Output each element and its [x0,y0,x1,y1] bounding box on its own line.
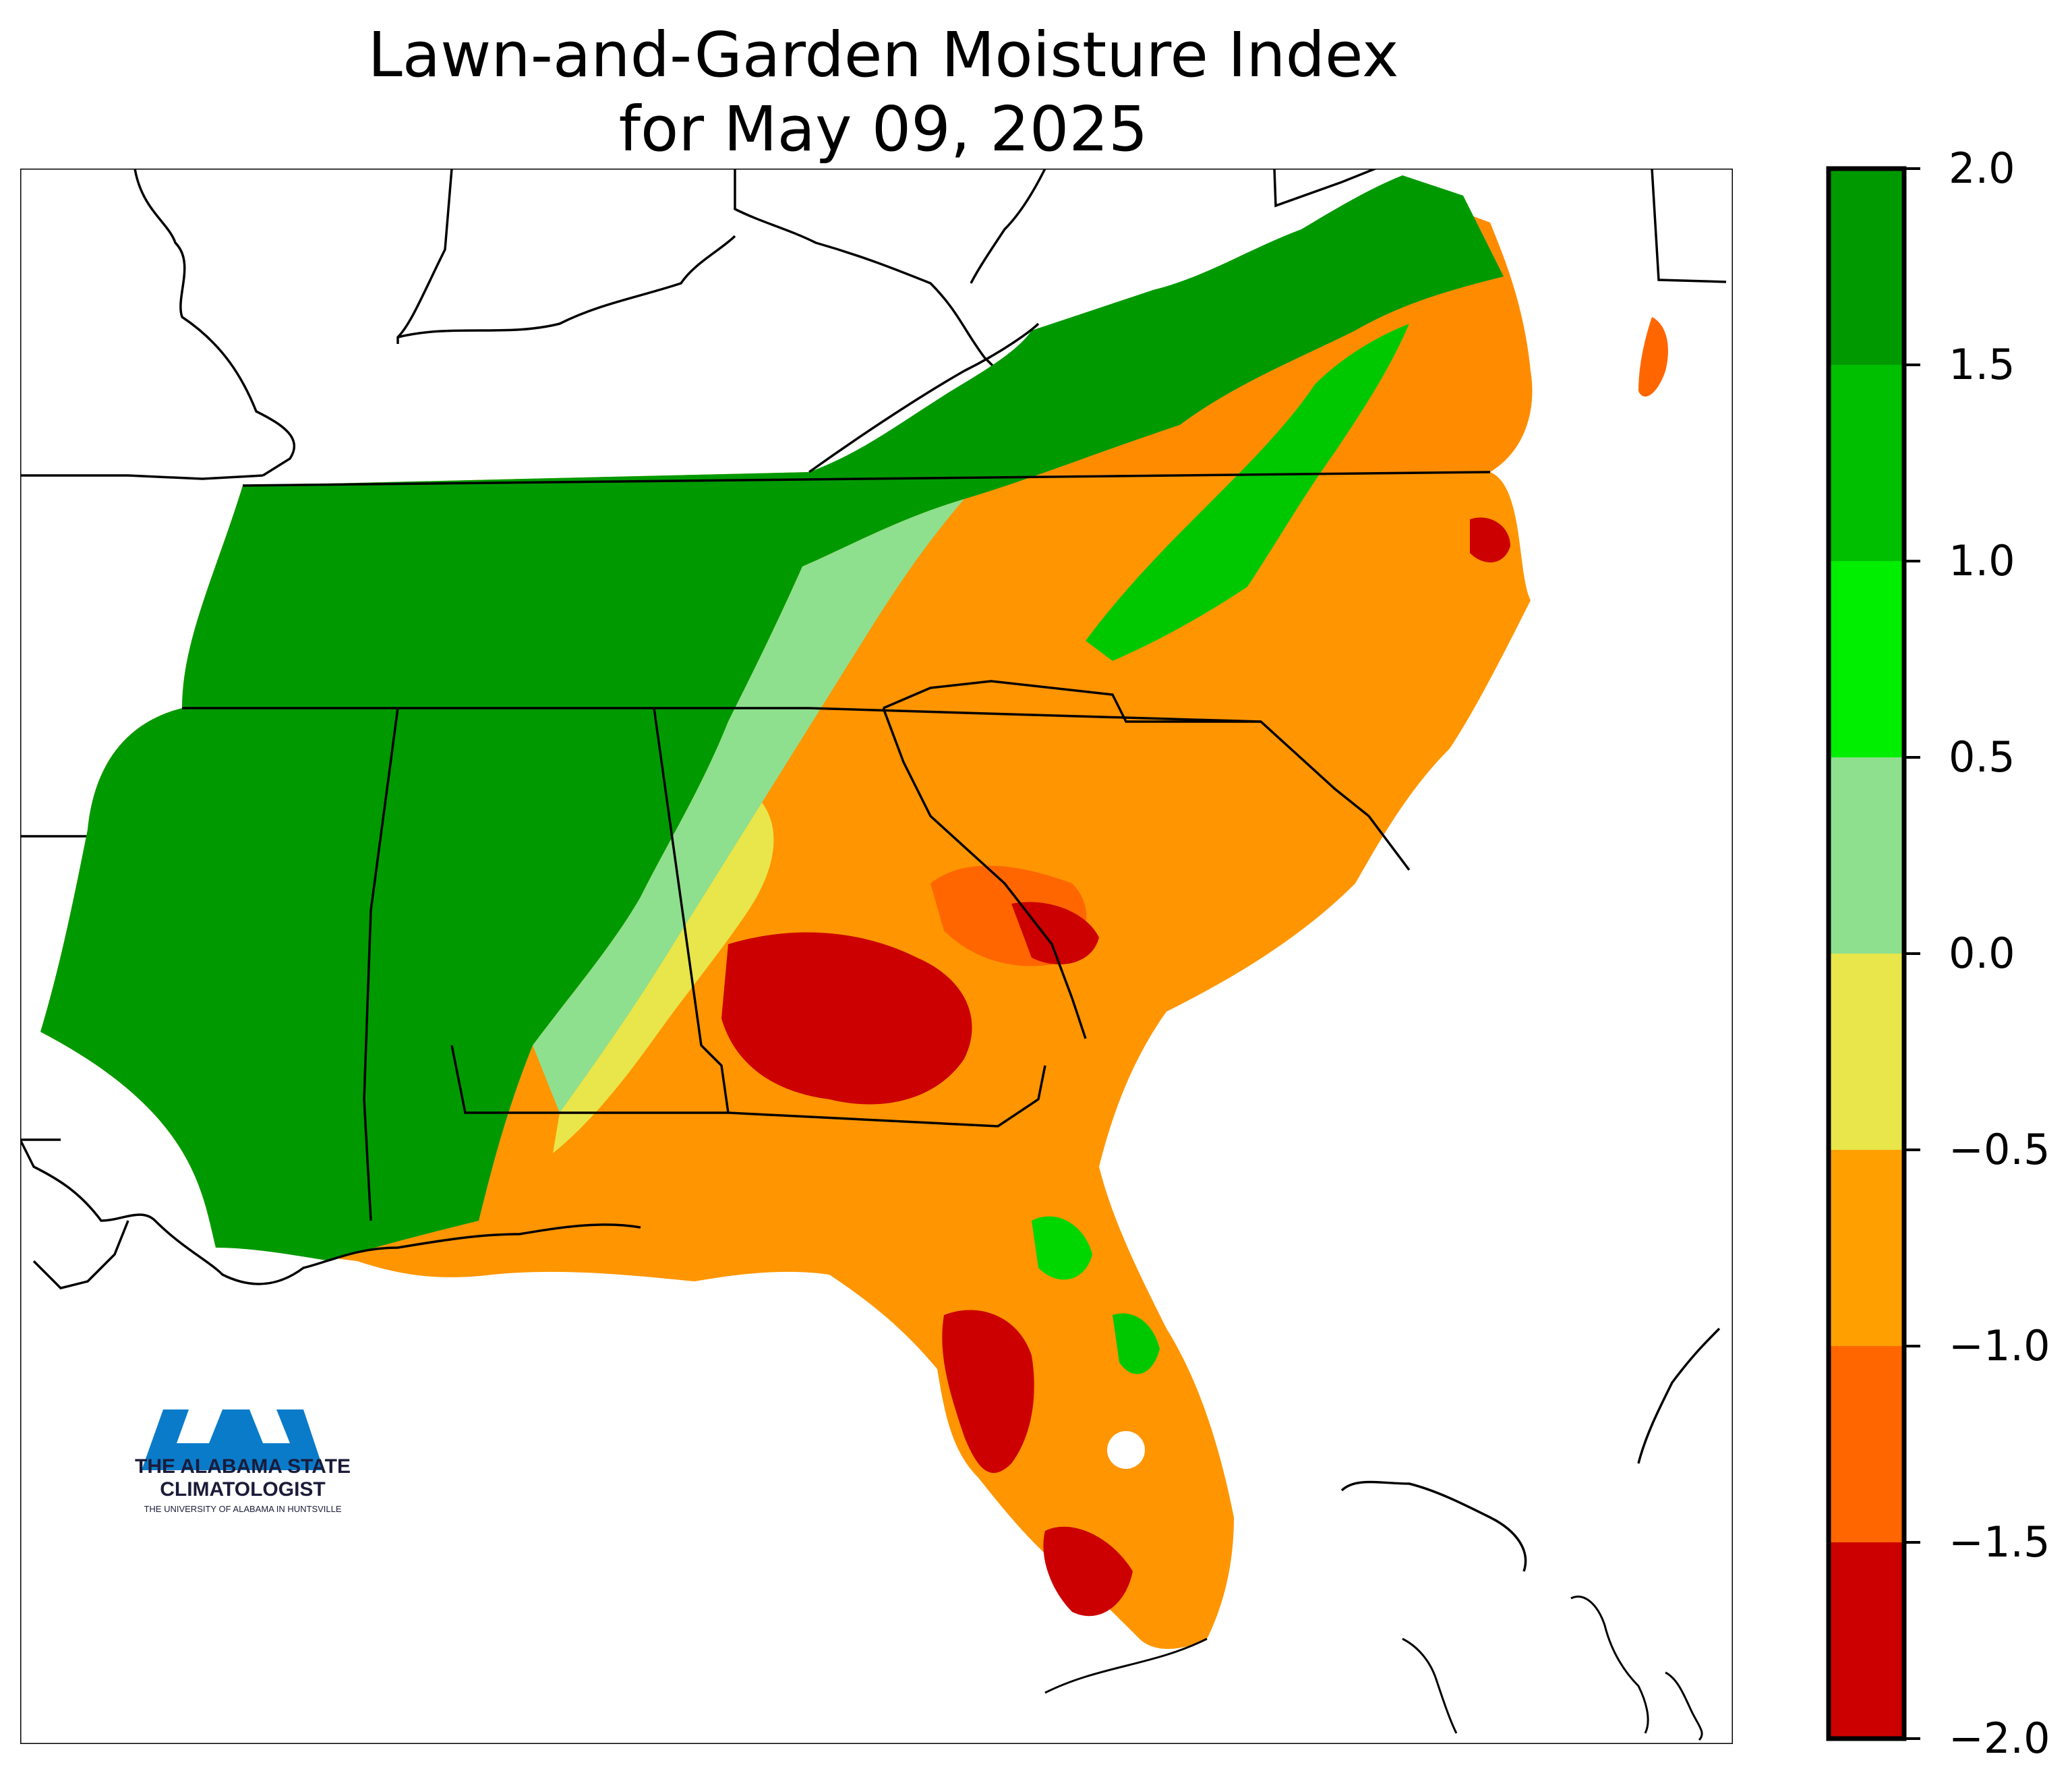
logo-text-line1: THE ALABAMA STATE [135,1455,351,1478]
uah-logo-mark [142,1409,324,1470]
colorbar-frame [1826,166,1907,1741]
colorbar-band [1829,1150,1904,1346]
islands [1044,1595,1703,1741]
chart-title-line1: Lawn-and-Garden Moisture Index [367,19,1399,91]
colorbar-band [1829,1346,1904,1542]
colorbar-band [1829,169,1904,365]
colorbar-tick-label: −1.5 [1949,1517,2050,1567]
colorbar-band [1829,1542,1904,1739]
state-borders [182,322,1491,1221]
colorbar-tick-label: 2.0 [1949,144,2015,193]
colorbar-tick-label: 1.0 [1949,536,2015,585]
colorbar-tick-label: −0.5 [1949,1125,2050,1174]
colorbar-tick-label: 1.5 [1949,340,2015,389]
colorbar [1826,166,1920,1741]
neighbor-state-borders [20,169,1727,1141]
colorbar-tick-label: −1.0 [1949,1321,2050,1370]
colorbar-band [1829,757,1904,954]
colorbar-bands [1829,169,1904,1739]
logo-text-line2: CLIMATOLOGIST [160,1478,326,1501]
chart-title-line2: for May 09, 2025 [618,93,1148,165]
colorbar-band [1829,954,1904,1150]
logo-text-line3: THE UNIVERSITY OF ALABAMA IN HUNTSVILLE [144,1504,342,1514]
colorbar-band [1829,561,1904,757]
coastline [20,1139,1721,1572]
colorbar-band [1829,365,1904,561]
colorbar-tick-label: 0.5 [1949,732,2015,782]
moisture-field [40,175,1668,1649]
colorbar-tick-label: −2.0 [1949,1714,2050,1763]
colorbar-tick-label: 0.0 [1949,929,2015,978]
moisture-index-map [20,169,1733,1744]
colorbar-tick-marks [1904,167,1920,1740]
